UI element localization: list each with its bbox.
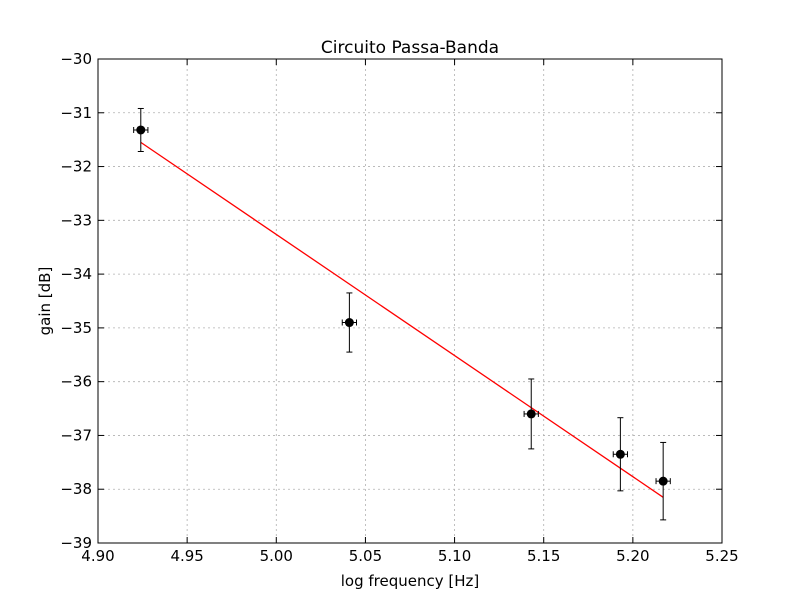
x-tick-label: 4.95 [170, 547, 203, 565]
point-marker [658, 476, 668, 486]
fit-line-layer [140, 141, 664, 498]
y-tick-label: −32 [60, 158, 92, 176]
y-tick-label: −36 [60, 373, 92, 391]
x-tick-label: 5.25 [705, 547, 738, 565]
data-point [523, 378, 539, 450]
y-tick-label: −30 [60, 50, 92, 68]
y-tick-label: −38 [60, 480, 92, 498]
data-point [655, 441, 671, 521]
grid [98, 59, 722, 543]
x-tick-label: 5.00 [260, 547, 293, 565]
data-points-layer [133, 107, 671, 521]
y-tick-label: −39 [60, 534, 92, 552]
y-tick-label: −34 [60, 265, 92, 283]
point-marker [344, 318, 354, 328]
y-tick-label: −31 [60, 104, 92, 122]
x-tick-label: 5.20 [616, 547, 649, 565]
x-tick-label: 5.15 [527, 547, 560, 565]
y-tick-label: −35 [60, 319, 92, 337]
fit-line [140, 141, 664, 498]
axis-ticks: 4.90 4.95 5.00 5.05 5.10 5.15 5.20 5.25 −30 −31 −3… [60, 50, 738, 565]
y-tick-label: −37 [60, 426, 92, 444]
plot-frame [97, 58, 723, 544]
y-tick-label: −33 [60, 211, 92, 229]
data-point [133, 107, 149, 152]
point-marker [615, 449, 625, 459]
x-tick-label: 5.05 [349, 547, 382, 565]
x-tick-label: 5.10 [438, 547, 471, 565]
point-marker [526, 409, 536, 419]
chart-title: Circuito Passa-Banda [321, 38, 499, 58]
x-tick-label: 4.90 [81, 547, 114, 565]
data-point [341, 292, 358, 353]
y-axis-label: gain [dB] [36, 267, 54, 336]
data-point [612, 417, 629, 492]
point-marker [136, 125, 146, 135]
x-axis-label: log frequency [Hz] [341, 572, 480, 590]
